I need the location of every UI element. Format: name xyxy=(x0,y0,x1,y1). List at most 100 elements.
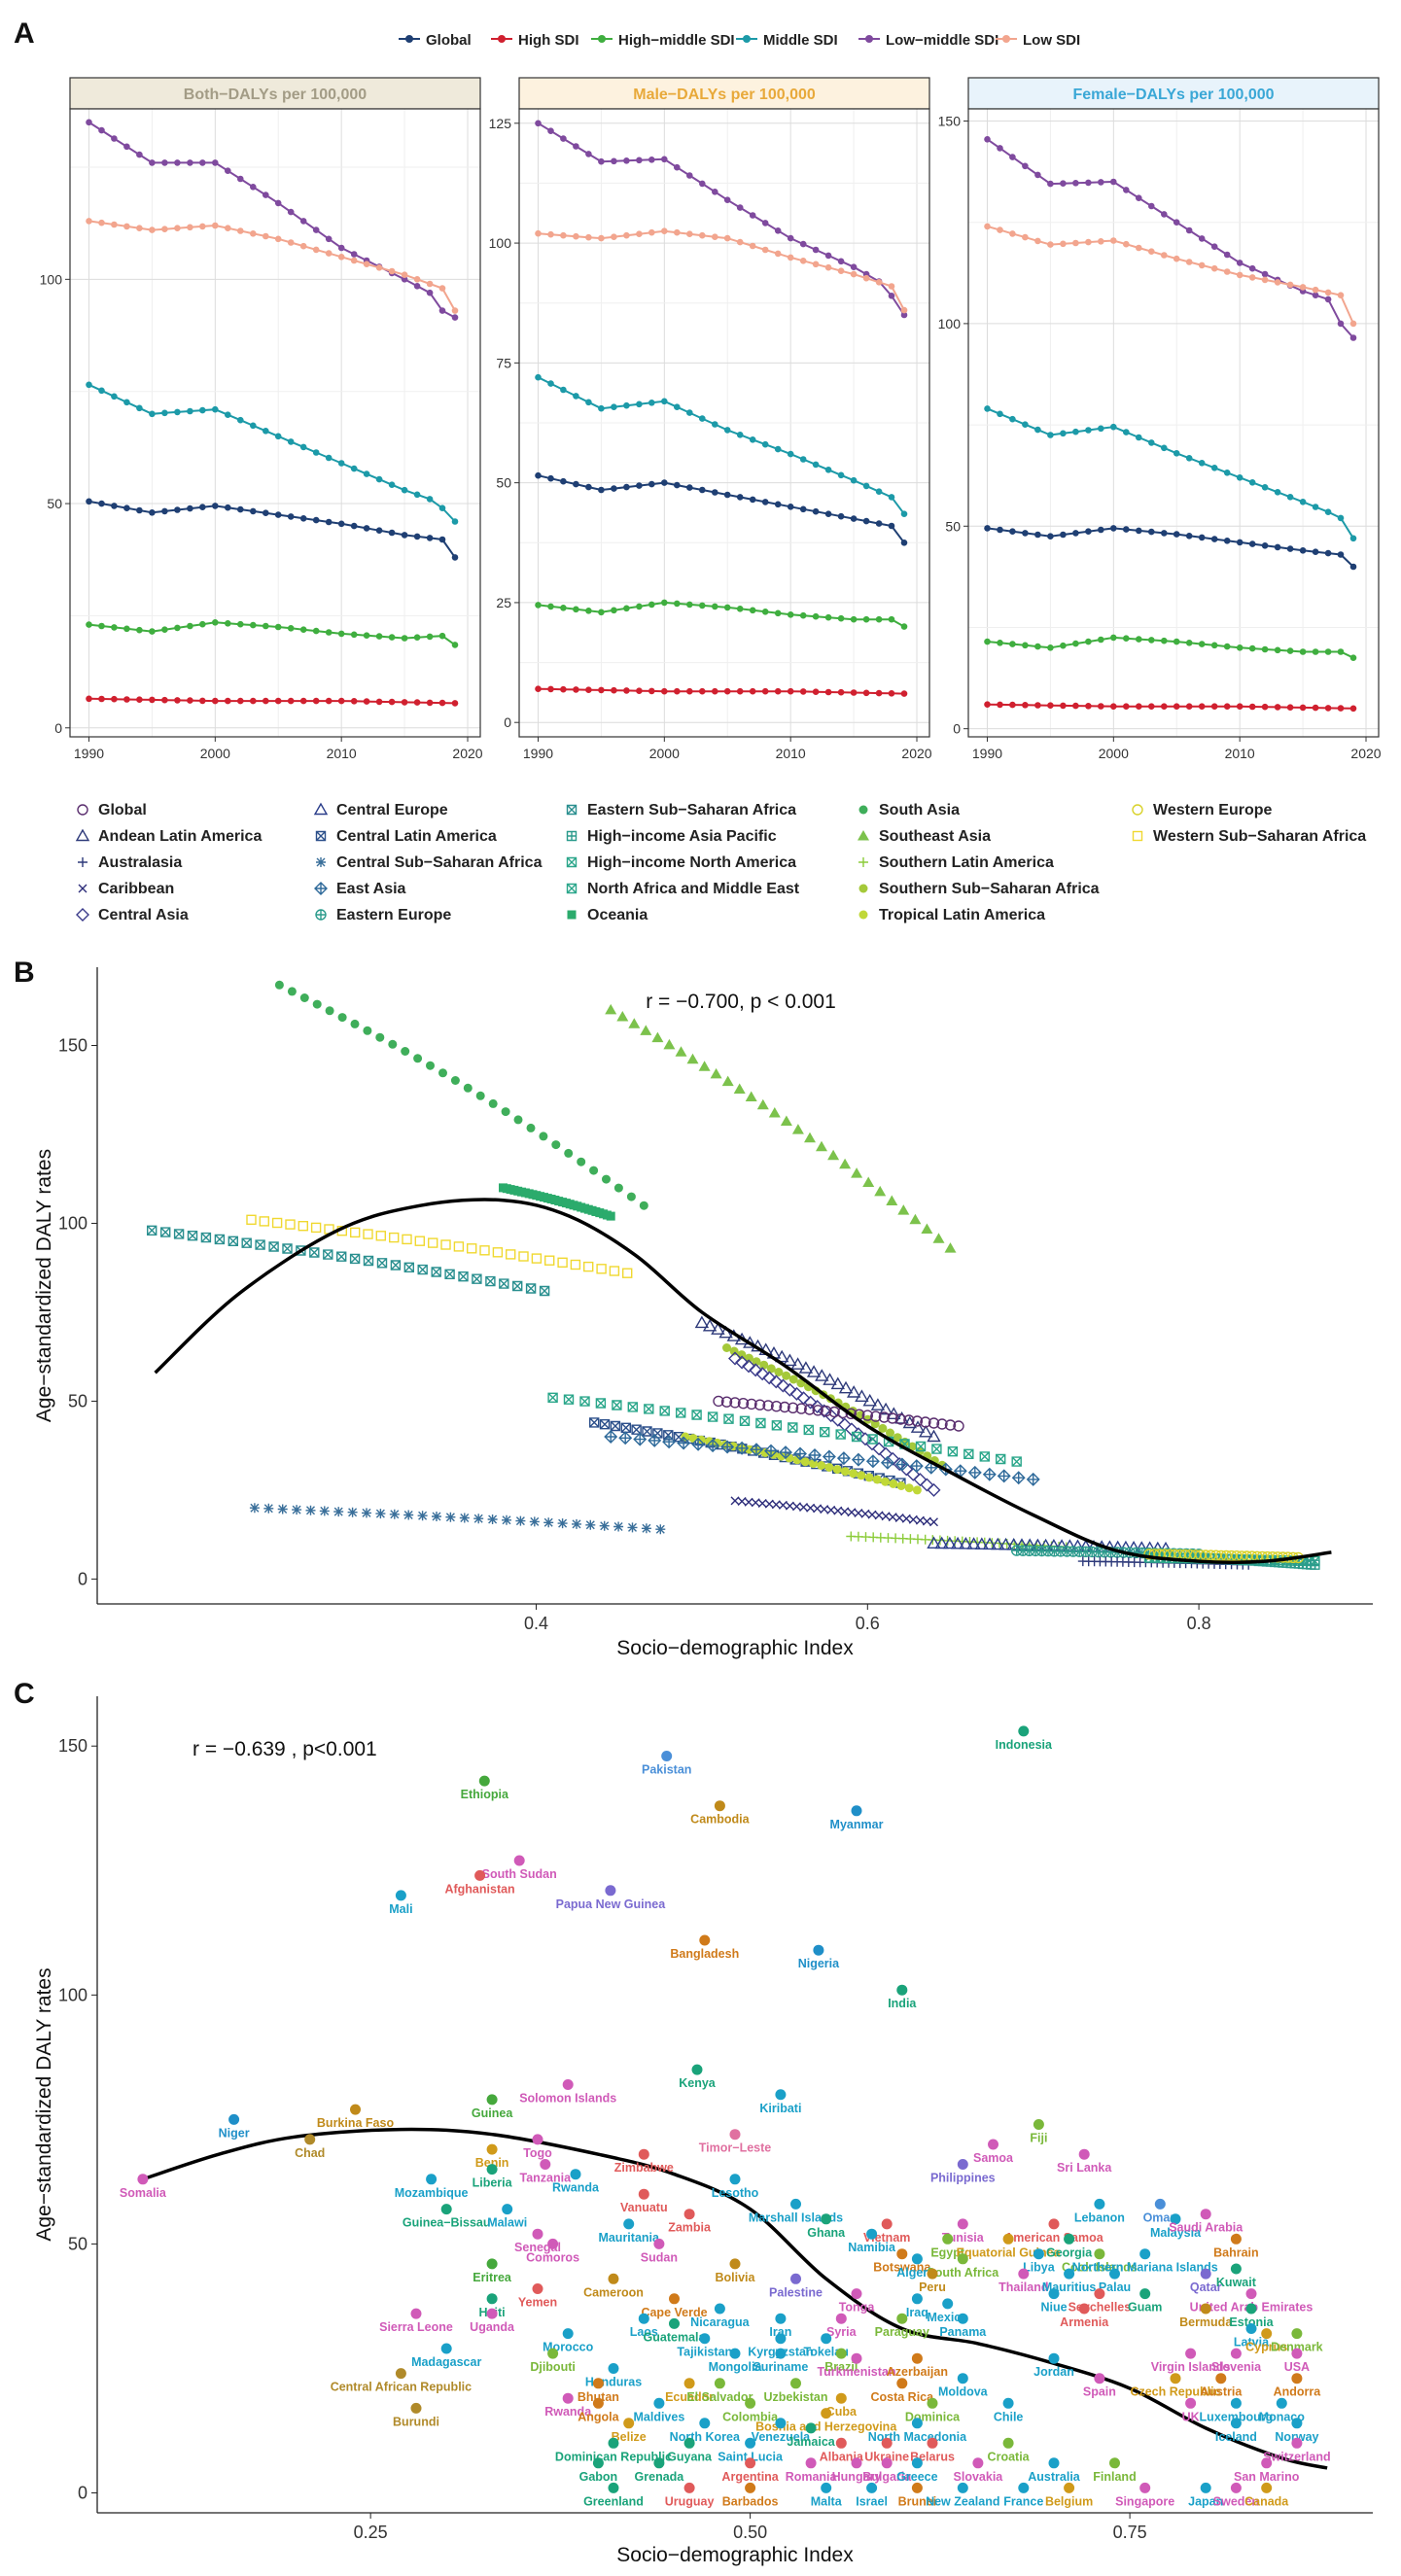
data-point xyxy=(388,529,396,537)
y-tick-label: 150 xyxy=(58,1736,88,1756)
data-point xyxy=(775,2333,787,2345)
data-point xyxy=(315,830,327,842)
data-label: Belize xyxy=(612,2430,647,2444)
data-point xyxy=(608,2482,619,2493)
data-point xyxy=(123,399,130,406)
data-point xyxy=(375,698,383,706)
data-point xyxy=(426,289,434,296)
data-point xyxy=(644,1404,654,1414)
data-label: Saint Lucia xyxy=(718,2450,784,2463)
legend-item-high-middle-sdi: High−middle SDI xyxy=(591,32,735,49)
data-point xyxy=(585,233,592,241)
data-point xyxy=(413,533,421,540)
data-point xyxy=(274,235,282,243)
data-point xyxy=(714,2303,725,2315)
data-point xyxy=(1236,644,1243,651)
data-point xyxy=(413,634,421,641)
data-point xyxy=(944,1419,957,1431)
data-point xyxy=(474,1869,486,1881)
data-point xyxy=(927,1482,941,1497)
data-label: Cameroon xyxy=(583,2285,644,2299)
country-croatia: Croatia xyxy=(988,2437,1031,2463)
data-point xyxy=(486,2308,498,2319)
data-point xyxy=(699,2333,711,2345)
data-point xyxy=(305,1505,316,1515)
data-point xyxy=(299,242,307,250)
data-label: Mauritania xyxy=(598,2231,660,2245)
data-label: Georgia xyxy=(1046,2245,1093,2259)
data-point xyxy=(285,1219,296,1230)
data-point xyxy=(478,1775,490,1787)
country-georgia: Georgia xyxy=(1046,2233,1093,2259)
data-label: Oman xyxy=(1143,2210,1177,2224)
data-point xyxy=(1110,178,1117,186)
data-point xyxy=(1110,703,1117,710)
data-point xyxy=(730,1496,740,1506)
country-rwanda: Rwanda xyxy=(544,2392,592,2419)
data-point xyxy=(1324,508,1332,515)
data-point xyxy=(174,225,181,231)
data-point xyxy=(337,244,345,252)
data-point xyxy=(1148,248,1155,255)
data-label: Madagascar xyxy=(411,2355,481,2369)
series-global xyxy=(984,525,1357,571)
data-point xyxy=(111,624,118,631)
data-point xyxy=(622,1268,633,1278)
data-point xyxy=(375,1509,386,1519)
data-point xyxy=(1136,527,1142,535)
data-point xyxy=(858,830,869,841)
data-point xyxy=(598,486,605,494)
data-point xyxy=(77,804,88,816)
data-point xyxy=(636,230,643,237)
data-point xyxy=(774,501,782,508)
data-point xyxy=(312,226,320,233)
data-point xyxy=(111,393,118,400)
country-sri-lanka: Sri Lanka xyxy=(1057,2148,1112,2175)
data-point xyxy=(583,1261,594,1272)
data-point xyxy=(577,1157,586,1166)
data-point xyxy=(900,306,908,314)
data-label: Bahrain xyxy=(1213,2245,1259,2259)
data-point xyxy=(790,2273,801,2284)
data-point xyxy=(479,1245,490,1256)
series-high-sdi xyxy=(984,701,1357,713)
country-armenia: Armenia xyxy=(1060,2303,1109,2329)
legend-item-southeast-asia: Southeast Asia xyxy=(858,828,991,845)
data-point xyxy=(787,234,794,242)
data-point xyxy=(316,857,326,867)
data-point xyxy=(458,1271,469,1282)
legend-item-western-europe: Western Europe xyxy=(1132,802,1273,818)
plot-frame xyxy=(518,108,930,738)
legend-label: Oceania xyxy=(587,907,648,923)
data-point xyxy=(187,697,193,704)
data-point xyxy=(426,280,434,288)
legend-item-andean-latin-america: Andean Latin America xyxy=(75,828,262,845)
data-point xyxy=(174,697,181,704)
data-point xyxy=(812,1405,823,1416)
data-label: Cuba xyxy=(826,2405,858,2419)
data-point xyxy=(799,611,807,619)
data-label: Guam xyxy=(1128,2301,1162,2315)
data-point xyxy=(237,227,244,234)
legend-key-dot xyxy=(405,35,413,43)
legend-item-low-middle-sdi: Low−middle SDI xyxy=(858,32,998,49)
data-point xyxy=(1110,525,1117,532)
data-point xyxy=(627,1522,638,1533)
data-point xyxy=(636,157,643,164)
data-point xyxy=(1312,704,1319,712)
data-point xyxy=(403,1510,414,1520)
data-label: Timor−Leste xyxy=(699,2141,771,2155)
data-point xyxy=(790,1357,805,1370)
data-point xyxy=(648,228,655,236)
data-point xyxy=(851,1167,863,1178)
data-point xyxy=(813,1944,824,1956)
data-point xyxy=(1060,702,1067,710)
data-point xyxy=(111,221,118,228)
country-fiji: Fiji xyxy=(1030,2119,1047,2145)
data-point xyxy=(896,2313,908,2324)
country-suriname: Suriname xyxy=(753,2348,808,2374)
data-point xyxy=(161,159,168,166)
data-point xyxy=(589,1417,600,1428)
data-point xyxy=(350,1227,361,1238)
country-north-macedonia: North Macedonia xyxy=(868,2418,967,2444)
